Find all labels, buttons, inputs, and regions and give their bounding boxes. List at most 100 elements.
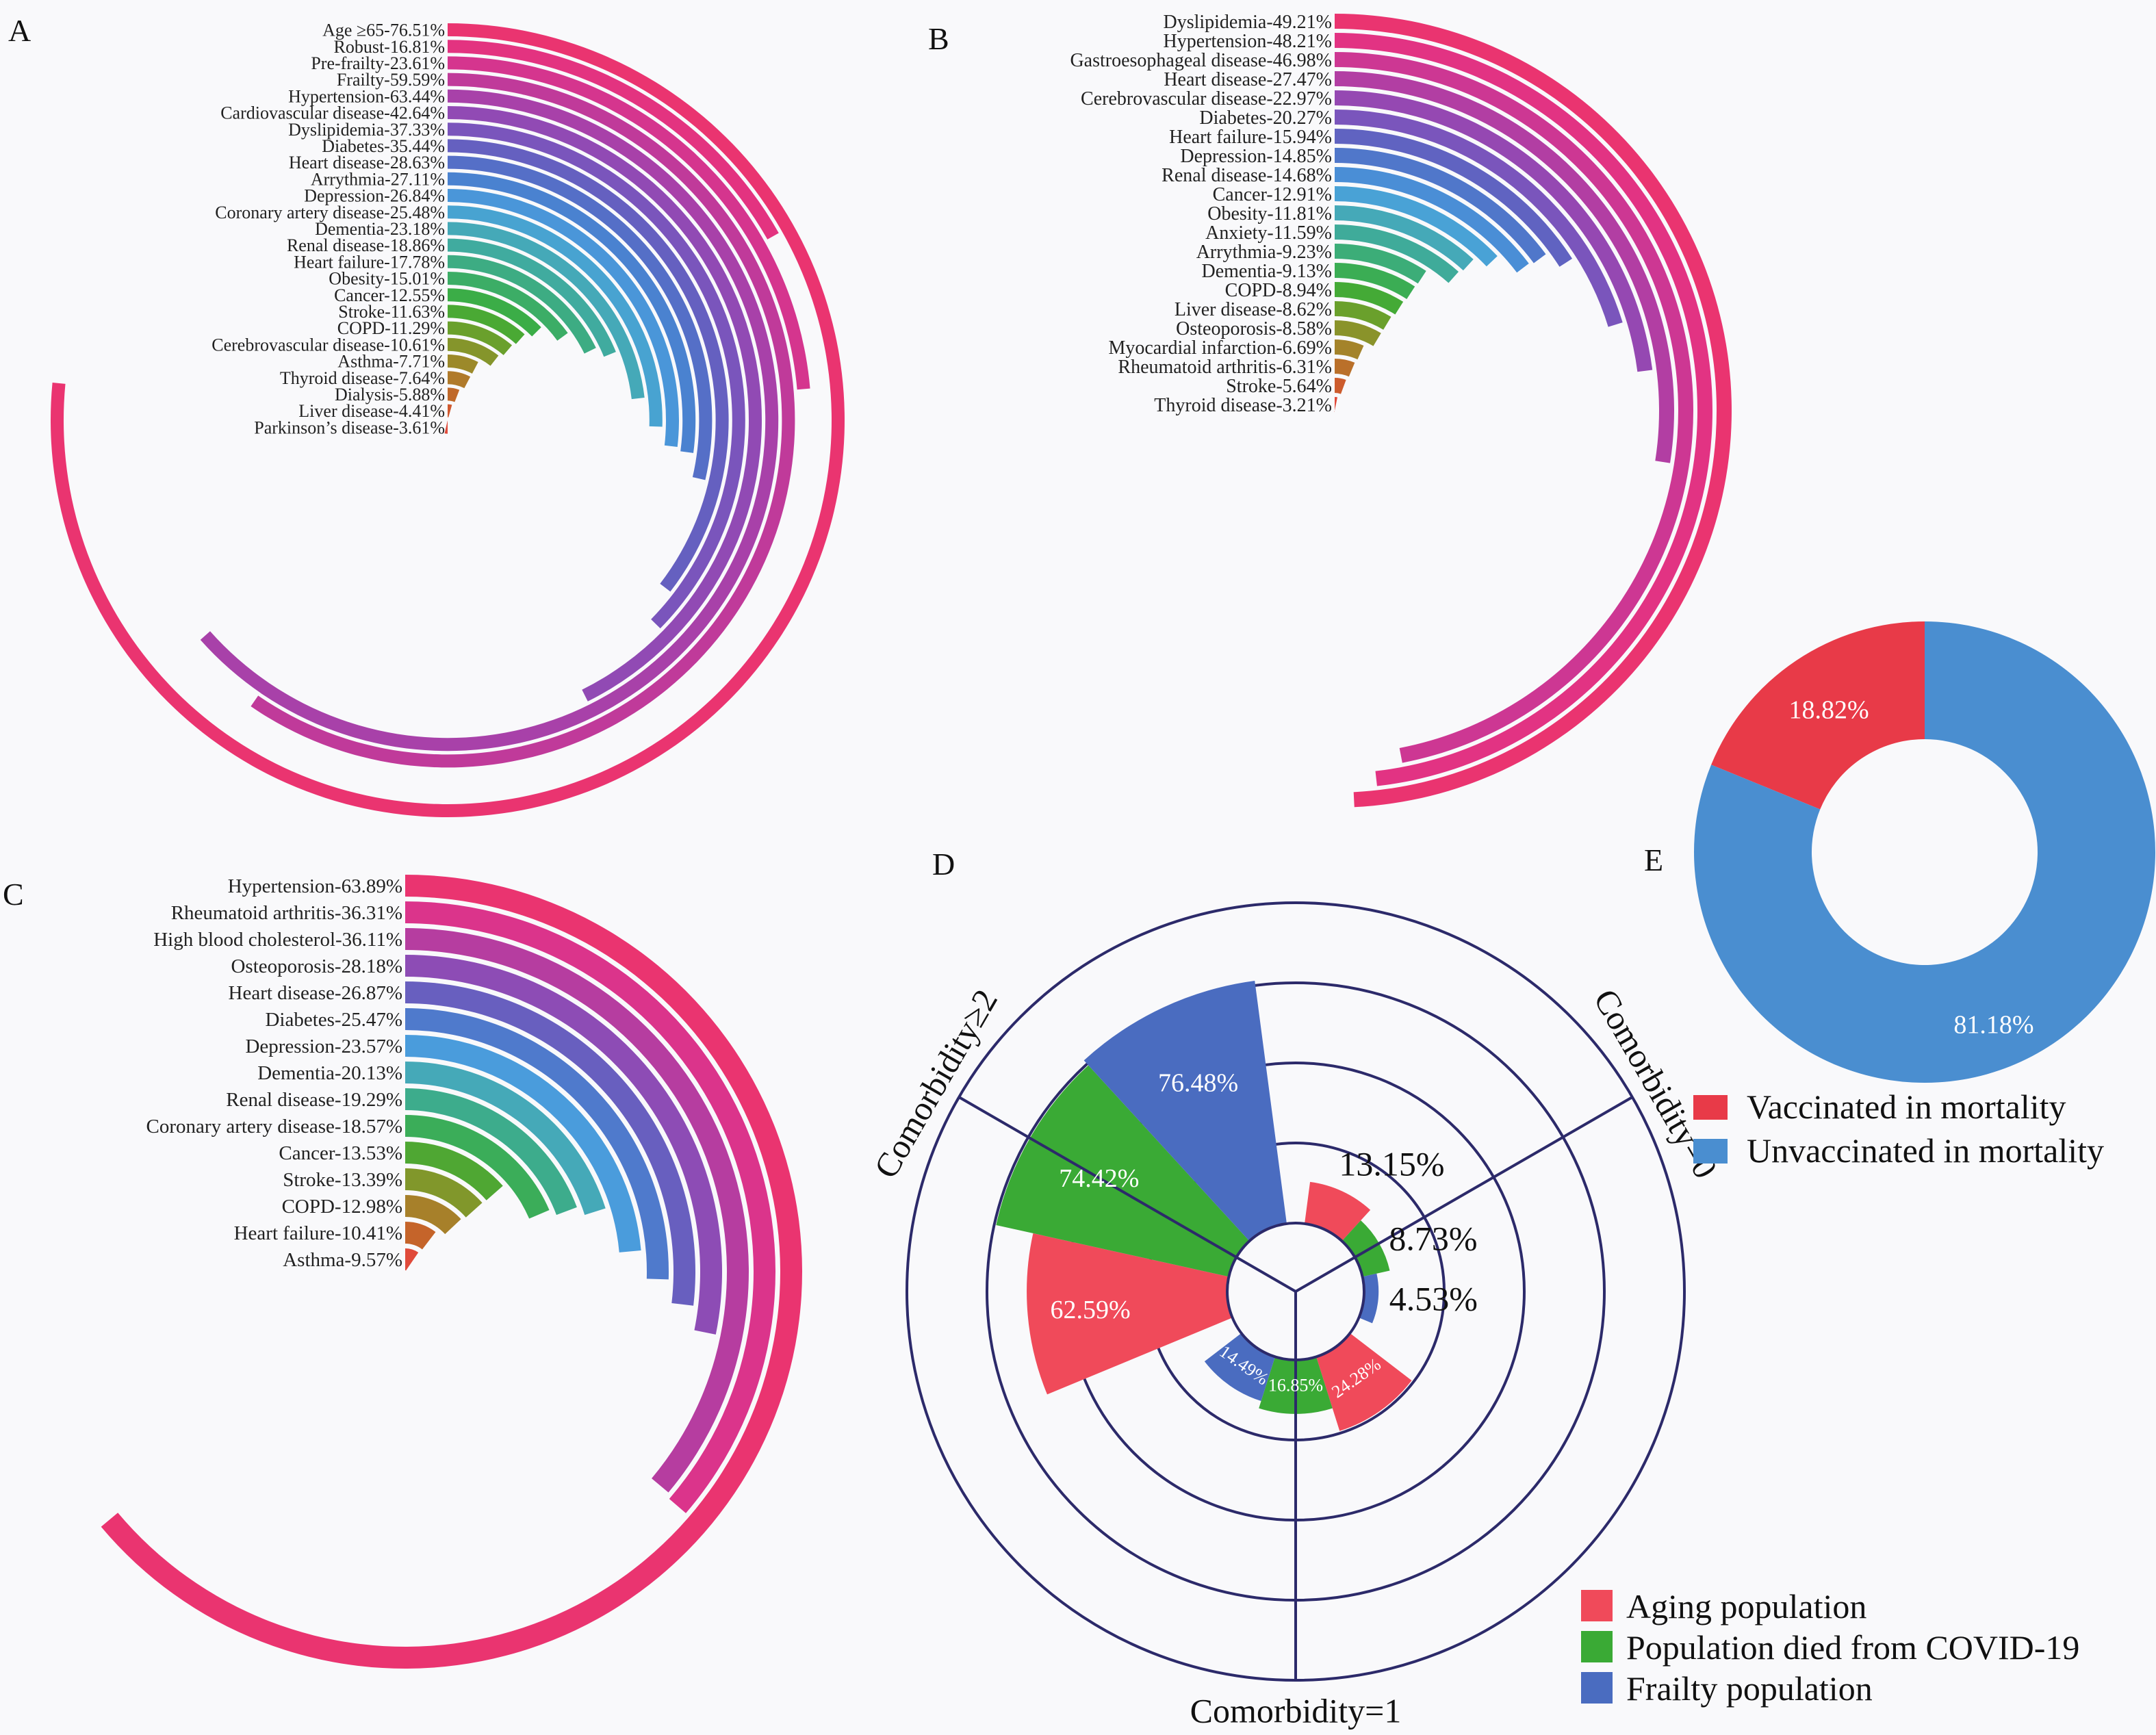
radial-bar: [1335, 205, 1474, 271]
panel-label-b: B: [928, 21, 949, 56]
bar-label: Liver disease-4.41%: [298, 401, 445, 421]
bar-label: Anxiety-11.59%: [1205, 222, 1332, 244]
radial-bar: [448, 321, 513, 355]
legend-d: Aging population Population died from CO…: [1581, 1587, 2079, 1708]
radial-bar: [405, 1248, 419, 1271]
value-label: 74.42%: [1059, 1164, 1139, 1193]
radial-bar: [1335, 90, 1653, 372]
bar-label: Heart disease-27.47%: [1164, 69, 1332, 90]
bar-label: Osteoporosis-8.58%: [1176, 318, 1332, 339]
panel-label-d: D: [932, 847, 955, 882]
bar-label: Dementia-23.18%: [315, 219, 445, 239]
bar-label: Depression-14.85%: [1180, 146, 1332, 167]
radial-bar: [405, 1142, 503, 1200]
legend-label-covid: Population died from COVID-19: [1626, 1628, 2079, 1667]
bar-label: Heart failure-15.94%: [1169, 127, 1332, 148]
value-label: 76.48%: [1158, 1069, 1238, 1098]
polar-bar: [1359, 1273, 1379, 1324]
radial-bar: [448, 305, 525, 344]
legend-label-aging: Aging population: [1626, 1587, 1866, 1625]
bar-label: Renal disease-19.29%: [226, 1089, 402, 1111]
bar-label: Stroke-13.39%: [283, 1169, 402, 1191]
radial-bar: [1335, 359, 1355, 377]
bar-label: Myocardial infarction-6.69%: [1108, 337, 1332, 359]
legend-swatch-vaccinated: [1693, 1095, 1728, 1120]
bar-label: Hypertension-63.44%: [288, 86, 445, 106]
radial-bar: [405, 901, 775, 1513]
bar-label: Arrythmia-27.11%: [311, 169, 445, 189]
bar-label: Cerebrovascular disease-22.97%: [1081, 88, 1332, 110]
polar-bar: [1342, 1220, 1390, 1277]
radial-bar: [405, 1222, 436, 1250]
bar-label: Stroke-5.64%: [1226, 376, 1332, 397]
panel-label-a: A: [8, 13, 31, 48]
bar-label: Liver disease-8.62%: [1175, 299, 1332, 320]
bar-label: Cerebrovascular disease-10.61%: [211, 335, 445, 355]
radial-bar: [200, 89, 779, 751]
radial-bar: [1335, 129, 1573, 267]
radial-bar: [1335, 301, 1391, 330]
radial-bar: [448, 40, 779, 240]
bar-label: Dyslipidemia-49.21%: [1163, 12, 1332, 33]
value-label: 8.73%: [1389, 1220, 1477, 1258]
bar-label: Rheumatoid arthritis-6.31%: [1118, 357, 1332, 378]
radial-bar-chart-a: Age ≥65-76.51%Robust-16.81%Pre-frailty-2…: [50, 21, 845, 818]
bar-label: Asthma-9.57%: [283, 1249, 402, 1271]
radial-bar: [448, 404, 452, 417]
bar-label: Dyslipidemia-37.33%: [288, 120, 445, 140]
bar-label: Coronary artery disease-25.48%: [215, 203, 445, 222]
bar-label: COPD-11.29%: [337, 318, 445, 338]
radial-bar: [405, 1115, 550, 1219]
radial-bar: [1335, 244, 1426, 284]
bar-label: Asthma-7.71%: [337, 352, 445, 372]
radial-bar: [405, 928, 749, 1493]
radial-bar: [448, 238, 616, 357]
polar-bar: [1305, 1181, 1371, 1242]
bar-label: Depression-23.57%: [245, 1036, 402, 1057]
bar-label: Stroke-11.63%: [338, 302, 445, 322]
bar-label: Depression-26.84%: [304, 186, 445, 206]
bar-label: Cardiovascular disease-42.64%: [220, 103, 445, 123]
radial-bar-chart-b: Dyslipidemia-49.21%Hypertension-48.21%Ga…: [1070, 12, 1732, 808]
bar-label: Pre-frailty-23.61%: [311, 53, 445, 73]
radial-bar-chart-c: Hypertension-63.89% Rheumatoid arthritis-…: [101, 875, 802, 1669]
radial-bar: [405, 1008, 669, 1280]
radial-bar: [405, 1035, 641, 1252]
panel-label-e: E: [1644, 843, 1663, 877]
radial-bar: [1335, 320, 1381, 346]
legend-label-frailty: Frailty population: [1626, 1669, 1873, 1708]
radial-bar: [1335, 282, 1404, 315]
bar-label: Cancer-12.91%: [1213, 184, 1332, 205]
legend-swatch-aging: [1581, 1590, 1613, 1621]
radial-bar: [1335, 110, 1623, 327]
radial-bar: [448, 139, 729, 592]
radial-bar: [1335, 378, 1346, 394]
radial-bar: [405, 1062, 606, 1216]
radial-bar: [1335, 167, 1529, 273]
bar-label: Gastroesophageal disease-46.98%: [1070, 50, 1332, 71]
bar-label: Frailty-59.59%: [337, 70, 445, 90]
donut-slice-vaccinated: [1711, 621, 1925, 810]
bar-label: Robust-16.81%: [334, 37, 446, 57]
bar-label: Parkinson’s disease-3.61%: [254, 417, 445, 437]
polar-bar: [1204, 1333, 1275, 1402]
radial-bar: [405, 1088, 577, 1216]
bar-label: High blood cholesterol-36.11%: [153, 929, 402, 951]
bar-label: Arrythmia-9.23%: [1196, 242, 1332, 263]
polar-bar: [1083, 980, 1287, 1242]
bar-label: Renal disease-18.86%: [287, 235, 445, 255]
radial-bar: [448, 288, 541, 337]
radial-bar: [1334, 397, 1338, 412]
polar-bar: [1027, 1233, 1233, 1395]
radial-bar: [448, 272, 568, 341]
bar-label: COPD-12.98%: [282, 1196, 402, 1218]
category-label: Comorbidity=1: [1190, 1691, 1402, 1730]
panel-label-c: C: [3, 877, 24, 912]
radial-bar: [448, 337, 499, 366]
radial-bar: [448, 222, 645, 400]
bar-label: Coronary artery disease-18.57%: [146, 1116, 402, 1138]
bar-label: Thyroid disease-7.64%: [280, 368, 445, 388]
bar-label: Osteoporosis-28.18%: [231, 955, 402, 977]
polar-bar: [1316, 1333, 1412, 1431]
